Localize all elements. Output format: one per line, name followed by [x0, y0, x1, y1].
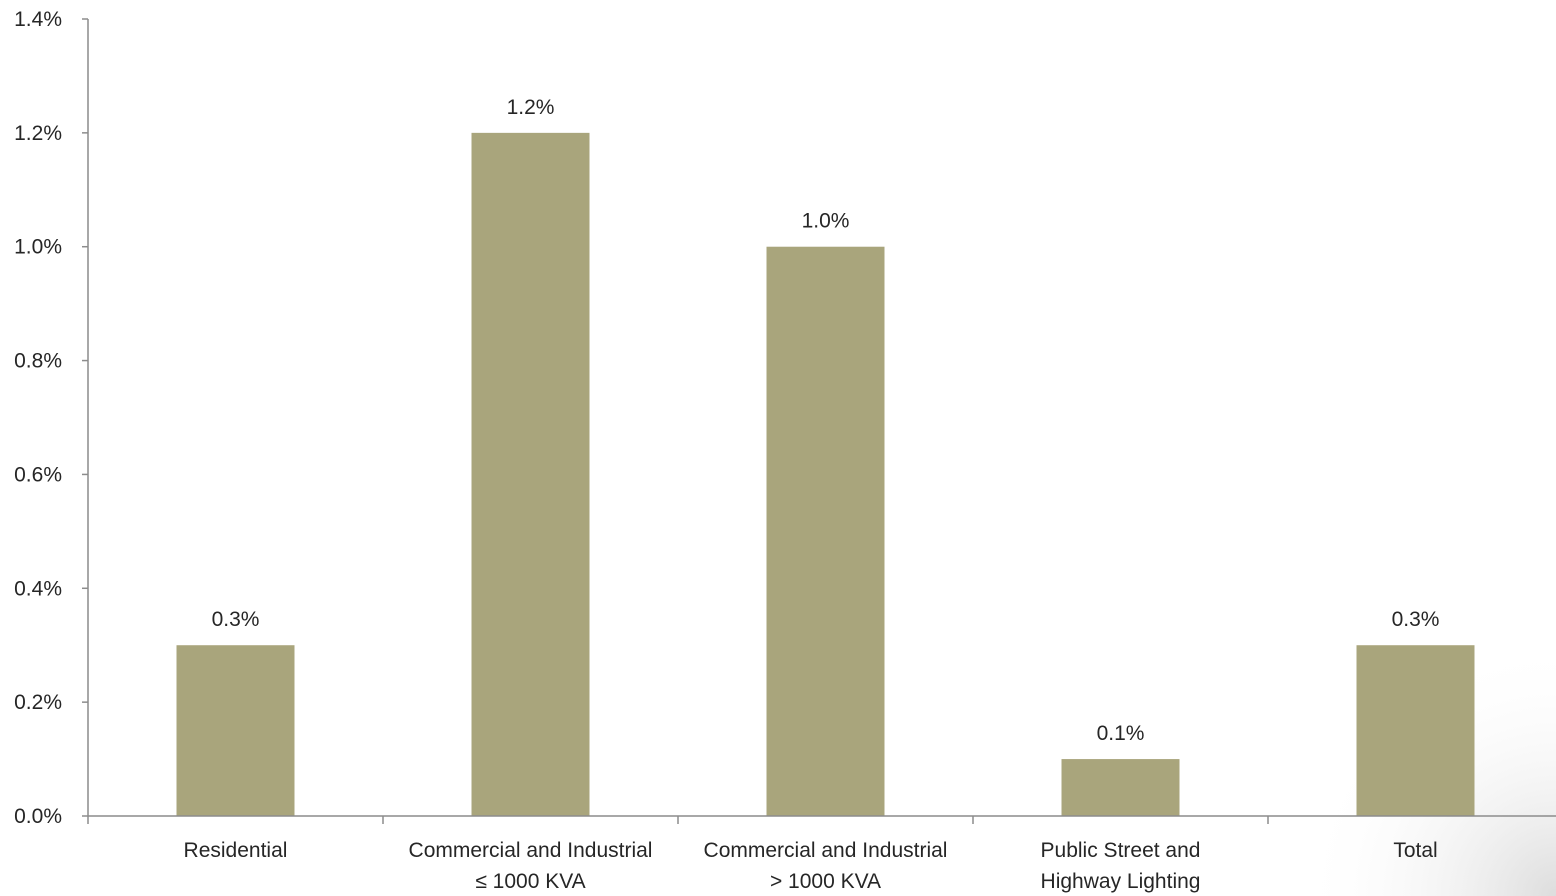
data-label: 1.2%: [507, 96, 555, 119]
data-labels: 0.3% 1.2% 1.0% 0.1% 0.3%: [212, 96, 1440, 745]
data-label: 0.1%: [1097, 722, 1145, 745]
category-label: Public Street and Highway Lighting: [1041, 839, 1201, 893]
data-label: 0.3%: [1392, 608, 1440, 631]
y-tick-label: 1.0%: [14, 236, 62, 259]
category-labels: Residential Commercial and Industrial ≤ 10…: [184, 839, 1438, 893]
y-tick-label: 1.2%: [14, 122, 62, 145]
bar: [1061, 759, 1180, 816]
category-label: Commercial and Industrial > 1000 KVA: [704, 839, 948, 893]
data-label: 1.0%: [802, 210, 850, 233]
y-tick-label: 0.6%: [14, 463, 62, 486]
bar: [176, 645, 295, 816]
bar: [1356, 645, 1475, 816]
y-tick-label: 0.2%: [14, 691, 62, 714]
y-tick-label: 0.8%: [14, 350, 62, 373]
category-label: Residential: [184, 839, 288, 862]
y-tick-label: 0.0%: [14, 805, 62, 828]
category-label: Total: [1393, 839, 1437, 862]
data-label: 0.3%: [212, 608, 260, 631]
x-axis-ticks: [87, 816, 1269, 824]
y-axis-ticks: 0.0% 0.2% 0.4% 0.6% 0.8% 1.0% 1.2% 1.4%: [14, 8, 88, 828]
y-tick-label: 1.4%: [14, 8, 62, 31]
bar: [471, 132, 590, 816]
bar-series: [176, 132, 1475, 816]
bar: [766, 246, 885, 816]
category-label: Commercial and Industrial ≤ 1000 KVA: [409, 839, 653, 893]
y-tick-label: 0.4%: [14, 577, 62, 600]
